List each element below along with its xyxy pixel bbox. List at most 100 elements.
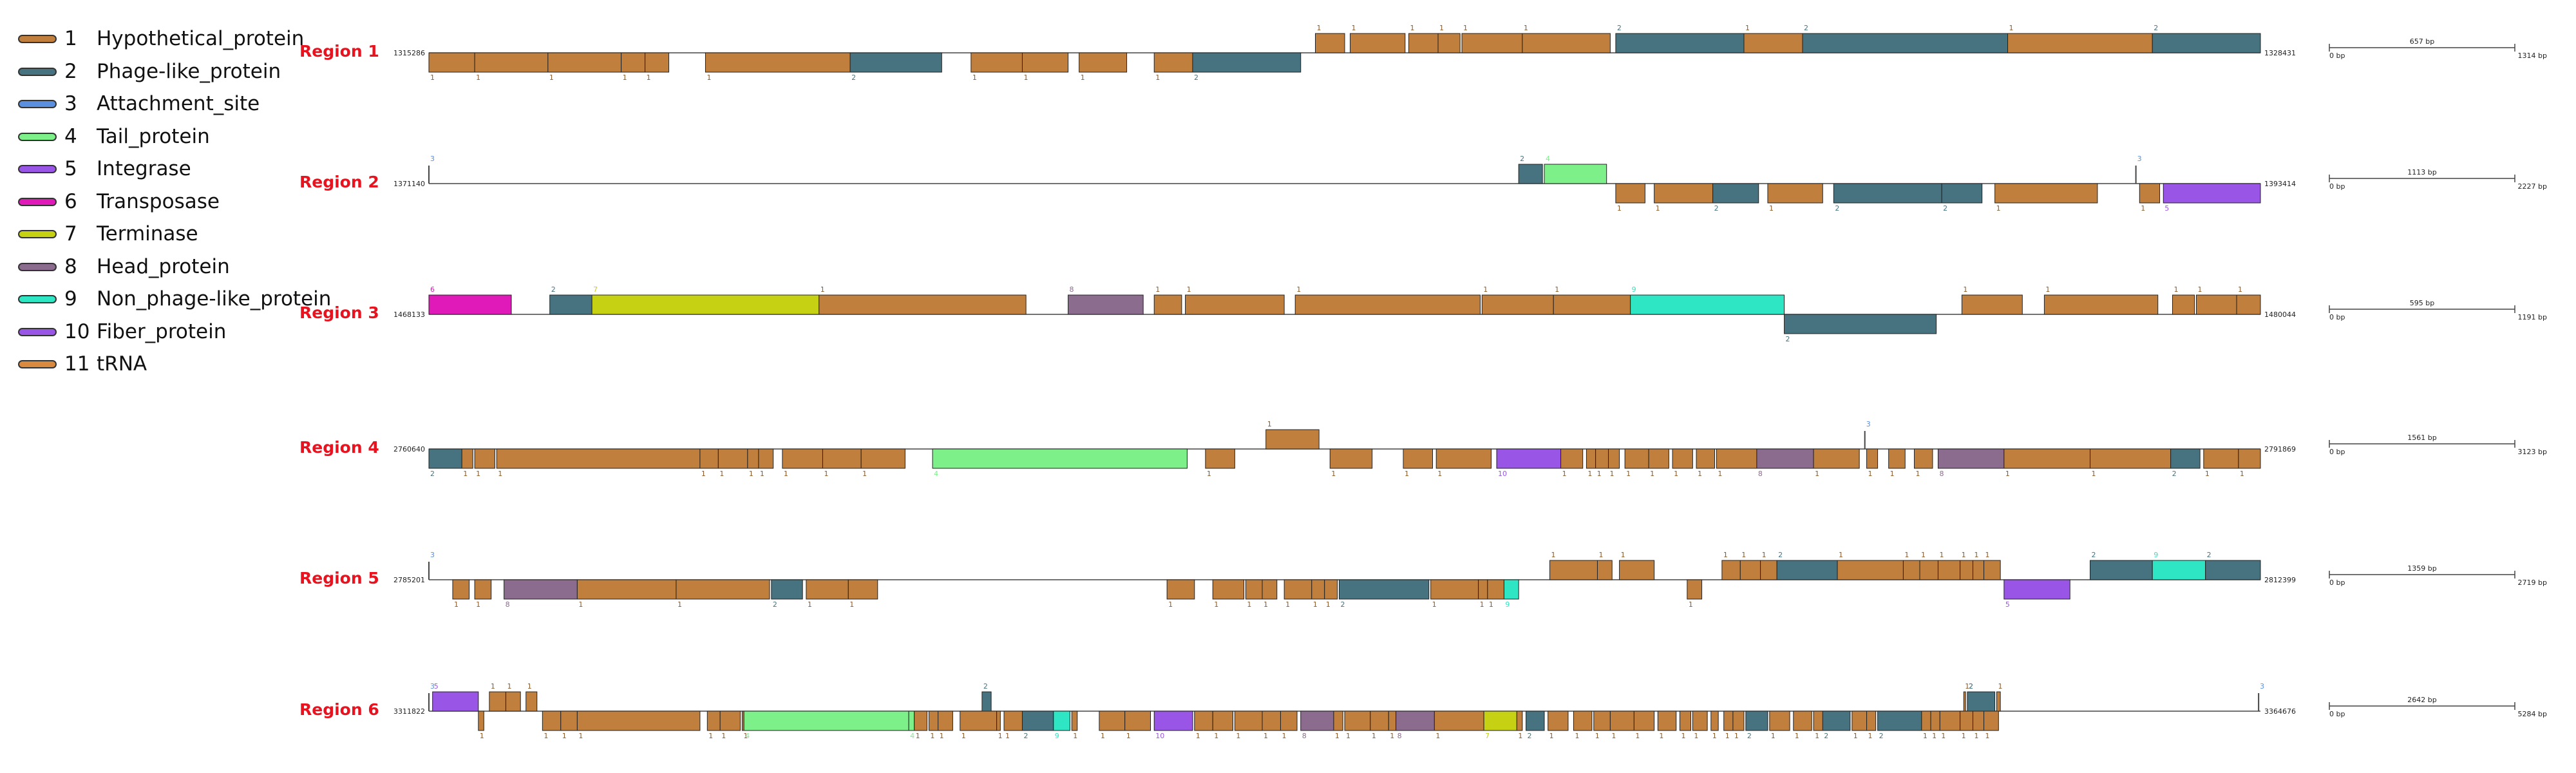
gene-box [1609,711,1634,731]
gene-box [1716,448,1757,469]
gene-box [1760,560,1777,580]
gene-box [1262,579,1278,600]
gene-type-label: 1 [2092,470,2096,478]
gene-box [1902,560,1920,580]
gene-type-label: 1 [1463,24,1468,32]
gene-box [1624,448,1649,469]
gene-type-label: 1 [1718,470,1722,478]
gene-box [496,448,701,469]
legend-number: 9 [64,287,77,310]
gene-type-label: 1 [1390,732,1394,740]
gene-type-label: 1 [1962,732,1966,740]
gene-box [1960,560,1973,580]
legend-label: Tail_protein [97,124,210,148]
gene-box [478,711,484,731]
region-title: Region 2 [299,173,379,191]
scale-label: 657 bp [2410,37,2434,46]
gene-type-label: 2 [1528,732,1532,740]
gene-type-label: 4 [1546,155,1550,163]
scale-label: 595 bp [2410,299,2434,307]
gene-box [1280,711,1298,731]
gene-type-label: 2 [1879,732,1884,740]
gene-box [1079,52,1128,73]
gene-box [1972,711,1985,731]
gene-box [428,52,475,73]
gene-type-label: 1 [1296,285,1301,294]
gene-box [1732,711,1745,731]
gene-type-label: 1 [1915,470,1920,478]
gene-box [547,52,622,73]
gene-type-label: 2 [1520,155,1524,163]
gene-type-label: 3 [430,682,435,691]
gene-box [560,711,578,731]
gene-box [1262,711,1281,731]
legend-number: 6 [64,189,77,213]
gene-box [549,294,592,315]
gene-type-label: 1 [1326,600,1331,609]
gene-type-label: 1 [1962,551,1966,559]
gene-type-label: 1 [998,732,1003,740]
gene-box [1913,448,1933,469]
legend-swatch [18,197,57,206]
gene-type-label: 2 [1747,732,1752,740]
gene-box [1633,711,1655,731]
gene-box [1852,711,1868,731]
gene-type-label: 1 [2005,470,2010,478]
gene-box [1692,711,1708,731]
gene-type-label: 1 [1155,73,1160,82]
gene-type-label: 1 [1762,551,1766,559]
gene-type-label: 1 [1985,551,1990,559]
gene-box [1324,579,1338,600]
gene-type-label: 5 [2005,600,2010,609]
gene-box [474,448,495,469]
gene-type-label: 1 [1965,682,1969,691]
gene-type-label: 1 [562,732,567,740]
gene-box [1967,691,1996,712]
scale-bar: 1359 bp 0 bp 2719 bp [2329,564,2547,587]
gene-box [1185,294,1285,315]
region-track: 1315286 1328431 1 1 1 1 1 1 2 1 1 1 1 2 1 1 1 1 1 1 2 1 2 1 2 657… [393,24,2547,82]
scale-label: 1113 bp [2407,168,2436,177]
gene-type-label: 8 [1070,285,1074,294]
gene-box [1593,711,1611,731]
gene-box [1245,579,1263,600]
gene-type-label: 1 [1555,285,1559,294]
gene-type-label: 1 [1187,285,1191,294]
gene-type-label: 3 [430,551,435,559]
gene-type-label: 2 [851,73,856,82]
gene-type-label: 8 [1397,732,1402,740]
gene-type-label: 2 [1194,73,1198,82]
gene-box [526,691,538,712]
legend-swatch [18,100,57,108]
gene-type-label: 4 [934,470,938,478]
gene-box [1099,711,1126,731]
gene-type-label: 1 [1694,732,1698,740]
gene-type-label: 1 [454,600,459,609]
gene-box [1548,711,1569,731]
gene-box [1549,560,1598,580]
gene-box [819,294,1027,315]
gene-type-label: 1 [2045,285,2050,294]
gene-box [1921,711,1931,731]
gene-box [1487,579,1504,600]
legend-swatch [18,35,57,43]
gene-type-label: 1 [849,600,854,609]
gene-box [932,448,1188,469]
gene-type-label: 1 [1126,732,1131,740]
gene-type-label: 1 [2205,470,2210,478]
gene-box [1833,183,1942,204]
gene-type-label: 1 [2009,24,2014,32]
gene-type-label: 1 [1518,732,1522,740]
gene-type-label: 1 [2240,470,2244,478]
gene-box [1984,711,1999,731]
scale-right-label: 1314 bp [2518,52,2547,60]
gene-type-label: 1 [743,732,748,740]
gene-type-label: 1 [1689,600,1693,609]
gene-box [1776,560,1838,580]
gene-box [1679,711,1692,731]
gene-box [1300,711,1334,731]
gene-box [1937,448,2005,469]
gene-box [1696,448,1715,469]
gene-type-label: 1 [916,732,920,740]
gene-box [1723,711,1734,731]
